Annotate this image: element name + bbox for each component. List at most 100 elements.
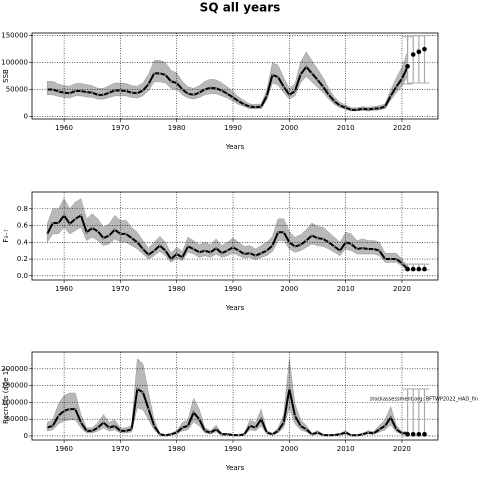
estimate-point — [170, 433, 172, 436]
estimate-point — [282, 85, 285, 88]
x-tick-label: 1970 — [111, 445, 129, 453]
estimate-point — [361, 247, 364, 250]
estimate-point — [350, 434, 353, 437]
estimate-point — [395, 258, 398, 260]
x-tick-label: 1980 — [168, 445, 186, 453]
estimate-point — [113, 228, 116, 231]
projection-point — [405, 431, 410, 437]
estimate-point — [316, 431, 319, 434]
estimate-point — [125, 430, 127, 432]
estimate-point — [389, 416, 392, 419]
estimate-point — [192, 411, 195, 414]
y-tick-label: 0 — [24, 112, 28, 120]
estimate-point — [108, 91, 111, 94]
estimate-point — [333, 100, 336, 103]
estimate-point — [356, 434, 358, 437]
x-tick-label: 2020 — [393, 124, 411, 132]
x-tick-label: 1980 — [168, 285, 186, 293]
estimate-point — [344, 241, 347, 244]
estimate-point — [85, 91, 88, 94]
x-axis-label: Years — [225, 143, 245, 151]
estimate-point — [243, 103, 246, 106]
x-tick-label: 1990 — [224, 445, 242, 453]
projection-point — [416, 431, 422, 437]
estimate-point — [378, 107, 381, 110]
x-tick-label: 2010 — [337, 124, 355, 132]
estimate-point — [232, 96, 234, 99]
estimate-point — [277, 231, 279, 234]
panel: 1960 1970 1980 1990 2000 2010 2020 0 50000 100000… — [1, 32, 439, 151]
estimate-point — [344, 431, 347, 434]
estimate-point — [282, 421, 285, 424]
x-tick-label: 1960 — [55, 285, 73, 293]
estimate-point — [288, 93, 291, 96]
y-tick-label: 150000 — [1, 382, 28, 390]
estimate-point — [187, 92, 189, 95]
estimate-point — [147, 83, 150, 85]
estimate-point — [113, 89, 116, 92]
estimate-point — [46, 233, 49, 235]
x-tick-label: 1990 — [224, 124, 242, 132]
estimate-point — [389, 258, 392, 260]
estimate-point — [249, 424, 251, 427]
estimate-point — [187, 424, 189, 427]
estimate-point — [68, 408, 71, 410]
estimate-point — [68, 92, 71, 95]
x-tick-label: 1960 — [55, 445, 73, 453]
estimate-point — [203, 430, 206, 432]
estimate-point — [356, 108, 358, 111]
y-tick-label: 0.2 — [17, 255, 28, 263]
estimate-point — [136, 388, 139, 390]
projection-point — [405, 266, 410, 272]
estimate-point — [389, 94, 392, 97]
x-tick-label: 1980 — [168, 124, 186, 132]
estimate-point — [215, 87, 218, 90]
estimate-point — [209, 251, 212, 254]
estimate-point — [232, 246, 234, 249]
estimate-point — [232, 434, 234, 436]
estimate-point — [74, 217, 77, 220]
estimate-point — [74, 408, 77, 410]
annotation: stockassessment.org: BFTWP2022_HAD_fin — [370, 397, 478, 403]
estimate-point — [226, 249, 229, 252]
estimate-point — [102, 237, 105, 239]
estimate-point — [80, 421, 82, 424]
x-tick-label: 1970 — [111, 124, 129, 132]
estimate-point — [384, 424, 386, 427]
y-tick-label: 100000 — [1, 398, 28, 406]
projection-point — [405, 64, 410, 69]
estimate-point — [316, 78, 319, 81]
x-tick-label: 2000 — [280, 124, 298, 132]
projection-point — [416, 49, 422, 55]
estimate-point — [192, 248, 195, 250]
panel: 1960 1970 1980 1990 2000 2010 2020 0.0 0.2 0.4 0.6… — [2, 191, 439, 312]
y-tick-label: 0.6 — [17, 222, 29, 230]
estimate-point — [322, 238, 325, 240]
estimate-point — [187, 245, 189, 248]
estimate-point — [215, 428, 218, 431]
estimate-point — [142, 391, 144, 394]
estimate-point — [350, 243, 353, 245]
plot-frame — [31, 351, 439, 441]
estimate-point — [181, 256, 184, 259]
estimate-point — [395, 85, 398, 88]
figure-title: SQ all years — [200, 1, 281, 15]
estimate-point — [395, 428, 398, 431]
y-tick-label: 50000 — [6, 415, 28, 423]
y-tick-label: 0.0 — [17, 272, 28, 280]
estimate-point — [142, 248, 144, 250]
estimate-point — [209, 86, 212, 89]
estimate-point — [401, 432, 403, 435]
estimate-point — [288, 241, 291, 244]
estimate-point — [158, 433, 161, 436]
estimate-point — [249, 252, 251, 255]
estimate-point — [271, 244, 274, 247]
estimate-point — [136, 241, 139, 244]
estimate-point — [294, 245, 296, 248]
estimate-point — [339, 249, 341, 252]
estimate-point — [350, 108, 353, 111]
estimate-point — [46, 88, 49, 91]
plot-frame — [31, 191, 439, 281]
estimate-point — [130, 428, 133, 431]
estimate-point — [401, 262, 403, 265]
